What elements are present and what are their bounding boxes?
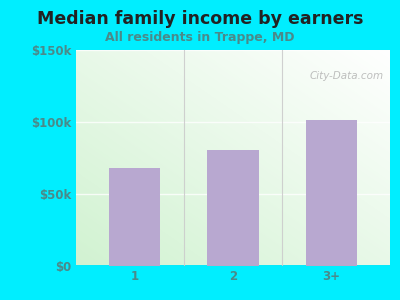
Text: Median family income by earners: Median family income by earners	[37, 11, 363, 28]
Text: All residents in Trappe, MD: All residents in Trappe, MD	[105, 32, 295, 44]
Text: City-Data.com: City-Data.com	[310, 71, 384, 81]
Bar	[306, 120, 357, 266]
Bar	[109, 168, 160, 266]
Bar	[208, 150, 258, 266]
